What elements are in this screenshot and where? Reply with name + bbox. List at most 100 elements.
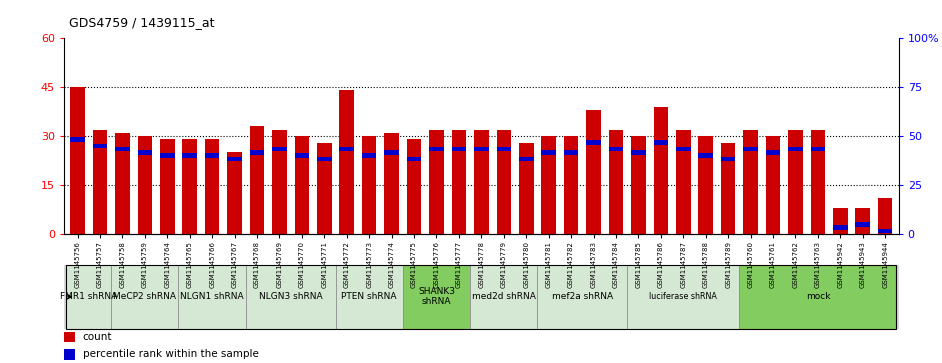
Bar [542,136,556,234]
Bar [66,265,111,329]
Bar [698,136,713,234]
Bar [183,139,197,234]
Bar [295,136,309,234]
Bar [407,139,421,234]
Bar [878,229,892,233]
Bar [878,198,892,234]
Bar [183,154,197,158]
Text: protocol: protocol [64,225,104,235]
Bar [362,154,377,158]
Text: SHANK3
shRNA: SHANK3 shRNA [418,287,455,306]
Bar [855,208,870,234]
Bar [586,110,601,234]
Bar [721,157,736,161]
Bar [811,147,825,151]
Bar [250,126,265,234]
Bar [384,133,398,234]
Bar [138,136,152,234]
Text: NLGN3 shRNA: NLGN3 shRNA [259,292,322,301]
Text: mock: mock [805,292,830,301]
Bar [609,130,624,234]
Bar [246,265,335,329]
Bar [631,150,645,155]
Bar [64,349,75,359]
Bar [519,157,533,161]
Bar [627,265,739,329]
Bar [111,265,178,329]
Bar [474,147,489,151]
Bar [564,136,578,234]
Text: med2d shRNA: med2d shRNA [472,292,536,301]
Bar [115,147,130,151]
Bar [833,225,848,230]
Text: PTEN shRNA: PTEN shRNA [341,292,397,301]
Bar [115,133,130,234]
Bar [743,147,758,151]
Bar [272,130,286,234]
Bar [676,130,690,234]
Bar [138,150,152,155]
Bar [496,147,512,151]
Bar [542,150,556,155]
Bar [519,143,533,234]
Bar [362,136,377,234]
Bar [430,147,444,151]
Bar [339,90,354,234]
Bar [654,140,668,145]
Bar [160,139,174,234]
Bar [811,130,825,234]
Bar [654,107,668,234]
Bar [178,265,246,329]
Bar [71,137,85,142]
Bar [272,147,286,151]
Bar [766,150,780,155]
Text: FMR1 shRNA: FMR1 shRNA [60,292,118,301]
Text: count: count [83,332,112,342]
Bar [403,265,470,329]
Bar [335,265,403,329]
Bar [586,140,601,145]
Bar [451,147,466,151]
Bar [227,152,242,234]
Bar [71,87,85,234]
Bar [743,130,758,234]
Bar [451,130,466,234]
Bar [698,154,713,158]
Text: NLGN1 shRNA: NLGN1 shRNA [180,292,244,301]
Text: GDS4759 / 1439115_at: GDS4759 / 1439115_at [69,16,214,29]
Bar [64,332,75,342]
Bar [339,147,354,151]
Bar [833,208,848,234]
Bar [407,157,421,161]
Bar [631,136,645,234]
Bar [609,147,624,151]
Bar [855,222,870,227]
Bar [250,150,265,155]
Bar [317,143,332,234]
Bar [474,130,489,234]
Bar [92,130,107,234]
Bar [227,157,242,161]
Text: mef2a shRNA: mef2a shRNA [552,292,613,301]
Bar [470,265,538,329]
Bar [739,265,897,329]
Text: percentile rank within the sample: percentile rank within the sample [83,349,259,359]
Bar [538,265,627,329]
Bar [430,130,444,234]
Bar [766,136,780,234]
Bar [496,130,512,234]
Bar [204,154,219,158]
Bar [317,157,332,161]
Bar [92,144,107,148]
Bar [204,139,219,234]
Bar [564,150,578,155]
Text: MeCP2 shRNA: MeCP2 shRNA [113,292,176,301]
Bar [721,143,736,234]
Bar [676,147,690,151]
Bar [384,150,398,155]
Bar [788,130,803,234]
Bar [788,147,803,151]
Bar [295,154,309,158]
Bar [160,154,174,158]
Text: luciferase shRNA: luciferase shRNA [649,292,717,301]
